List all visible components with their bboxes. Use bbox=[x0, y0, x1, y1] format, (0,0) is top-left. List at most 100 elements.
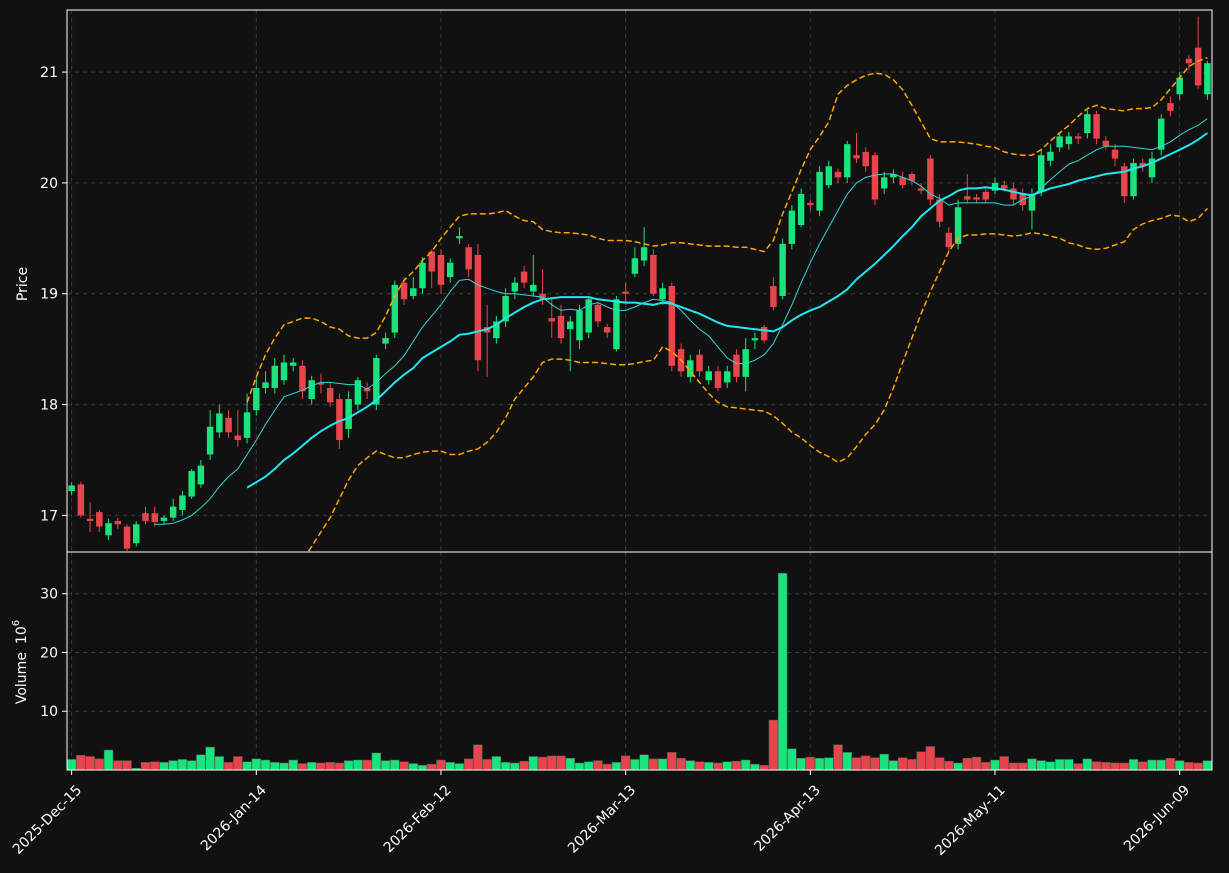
volume-bar bbox=[343, 760, 354, 771]
y-tick-label: 18 bbox=[40, 398, 58, 414]
candle-body bbox=[410, 288, 417, 296]
candle-body bbox=[1047, 151, 1054, 161]
candle-body bbox=[456, 236, 463, 239]
volume-bar bbox=[1064, 759, 1074, 771]
volume-bar bbox=[307, 762, 317, 771]
candle-body bbox=[1028, 193, 1036, 211]
volume-bar bbox=[408, 763, 418, 771]
candle-body bbox=[982, 191, 990, 200]
volume-bar bbox=[962, 757, 972, 771]
volume-bar bbox=[436, 759, 446, 771]
candle-body bbox=[437, 254, 445, 285]
candle-body bbox=[1056, 136, 1063, 148]
volume-bar bbox=[242, 761, 252, 771]
volume-bar bbox=[574, 762, 585, 771]
volume-bar bbox=[907, 759, 917, 771]
candle-body bbox=[1074, 136, 1082, 139]
volume-bar bbox=[1082, 758, 1093, 771]
volume-bar bbox=[694, 761, 705, 771]
candle-body bbox=[419, 262, 426, 289]
volume-bar bbox=[214, 756, 225, 771]
candle-body bbox=[705, 371, 712, 381]
candle-body bbox=[1176, 77, 1183, 95]
candle-body bbox=[428, 251, 435, 272]
candle-body bbox=[243, 412, 251, 438]
volume-bar bbox=[113, 760, 123, 771]
candle-body bbox=[1001, 185, 1008, 189]
candle-body bbox=[336, 399, 343, 441]
candle-body bbox=[908, 174, 916, 181]
candle-body bbox=[77, 484, 85, 516]
volume-bar bbox=[944, 760, 954, 771]
candle-body bbox=[382, 338, 389, 344]
volume-bar bbox=[150, 761, 160, 771]
candle-body bbox=[234, 435, 242, 441]
candle-body bbox=[797, 193, 805, 226]
candle-body bbox=[613, 299, 620, 350]
candle-body bbox=[1037, 155, 1045, 192]
volume-bar bbox=[897, 757, 908, 771]
overlay-line bbox=[246, 56, 1208, 403]
volume-bar bbox=[842, 752, 852, 771]
candle-body bbox=[1084, 114, 1091, 134]
volume-bar bbox=[1202, 760, 1213, 771]
candle-body bbox=[927, 158, 934, 200]
volume-bar bbox=[704, 762, 714, 771]
candle-body bbox=[299, 365, 306, 392]
volume-bar bbox=[556, 755, 566, 771]
volume-bar bbox=[602, 763, 612, 771]
candle-body bbox=[825, 166, 833, 186]
candle-body bbox=[576, 310, 583, 341]
volume-bar bbox=[417, 765, 428, 771]
volume-bar bbox=[565, 757, 575, 771]
volume-bar bbox=[279, 762, 289, 771]
candle-body bbox=[123, 526, 131, 549]
volume-bar bbox=[186, 760, 197, 771]
volume-bar bbox=[593, 760, 603, 771]
y-tick-label: 20 bbox=[40, 645, 58, 661]
candle-body bbox=[151, 513, 158, 523]
volume-bar bbox=[177, 759, 188, 771]
volume-bar bbox=[990, 759, 1000, 771]
candle-body bbox=[1102, 140, 1110, 147]
volume-bar bbox=[888, 760, 899, 771]
volume-bar bbox=[454, 763, 465, 771]
candle-body bbox=[188, 471, 195, 497]
candle-body bbox=[973, 197, 980, 200]
candle-body bbox=[991, 182, 999, 191]
volume-bar bbox=[122, 760, 132, 771]
candle-body bbox=[917, 188, 925, 191]
volume-bar bbox=[205, 746, 215, 771]
volume-bar bbox=[768, 719, 779, 771]
y-tick-label: 30 bbox=[40, 587, 58, 603]
volume-bar bbox=[463, 758, 474, 771]
volume-bar bbox=[750, 763, 760, 771]
volume-bar bbox=[777, 572, 788, 771]
candle-body bbox=[954, 207, 962, 244]
y-scale-exponent: 6 bbox=[11, 620, 22, 626]
candle-body bbox=[493, 321, 500, 339]
volume-bar bbox=[971, 756, 982, 771]
candle-body bbox=[594, 304, 602, 322]
candle-body bbox=[807, 202, 814, 206]
candle-body bbox=[160, 517, 168, 521]
volume-bar bbox=[288, 759, 298, 771]
candle-body bbox=[899, 177, 906, 186]
candle-body bbox=[650, 254, 657, 294]
candle-body bbox=[668, 285, 676, 366]
volume-bar bbox=[981, 762, 991, 771]
volume-bar bbox=[916, 751, 926, 771]
y-tick-label: 19 bbox=[40, 287, 58, 303]
volume-bar bbox=[1091, 761, 1102, 771]
candle-body bbox=[1139, 162, 1146, 167]
volume-bar bbox=[362, 759, 372, 771]
candle-body bbox=[1010, 188, 1017, 200]
volume-bar bbox=[814, 757, 825, 771]
y-tick-label: 20 bbox=[40, 176, 58, 192]
candle-body bbox=[216, 413, 223, 433]
volume-bar bbox=[159, 762, 169, 771]
volume-bar bbox=[879, 753, 889, 771]
candle-body bbox=[1111, 149, 1119, 159]
volume-bar bbox=[648, 758, 659, 771]
